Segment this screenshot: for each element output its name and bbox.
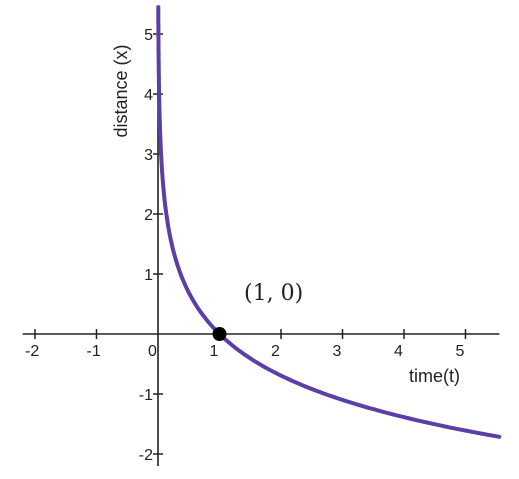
point-label: (1, 0) [244, 281, 303, 306]
x-tick-label: 1 [210, 343, 219, 360]
x-tick-label: 5 [456, 343, 465, 360]
y-tick-label: 2 [144, 207, 153, 224]
x-tick-label: -2 [25, 343, 39, 360]
y-tick-label: 4 [144, 87, 153, 104]
x-tick-label: 2 [271, 343, 280, 360]
y-tick-label: -1 [139, 387, 153, 404]
y-axis-label: distance (x) [111, 44, 131, 137]
x-tick-label: 0 [148, 343, 157, 360]
x-tick-label: 3 [333, 343, 342, 360]
axes [22, 7, 500, 466]
y-tick-label: 1 [144, 267, 153, 284]
x-tick-label: 4 [394, 343, 403, 360]
y-tick-label: -2 [139, 447, 153, 464]
y-tick-label: 3 [144, 147, 153, 164]
annotated-point [212, 327, 227, 341]
tick-labels: -2 -1 0 1 2 3 4 5 -2 -1 1 2 3 4 5 [25, 27, 465, 464]
series-line [156, 5, 502, 439]
ticks [34, 33, 467, 455]
x-axis-label: time(t) [409, 366, 460, 386]
x-tick-label: -1 [87, 343, 101, 360]
y-tick-label: 5 [144, 27, 153, 44]
